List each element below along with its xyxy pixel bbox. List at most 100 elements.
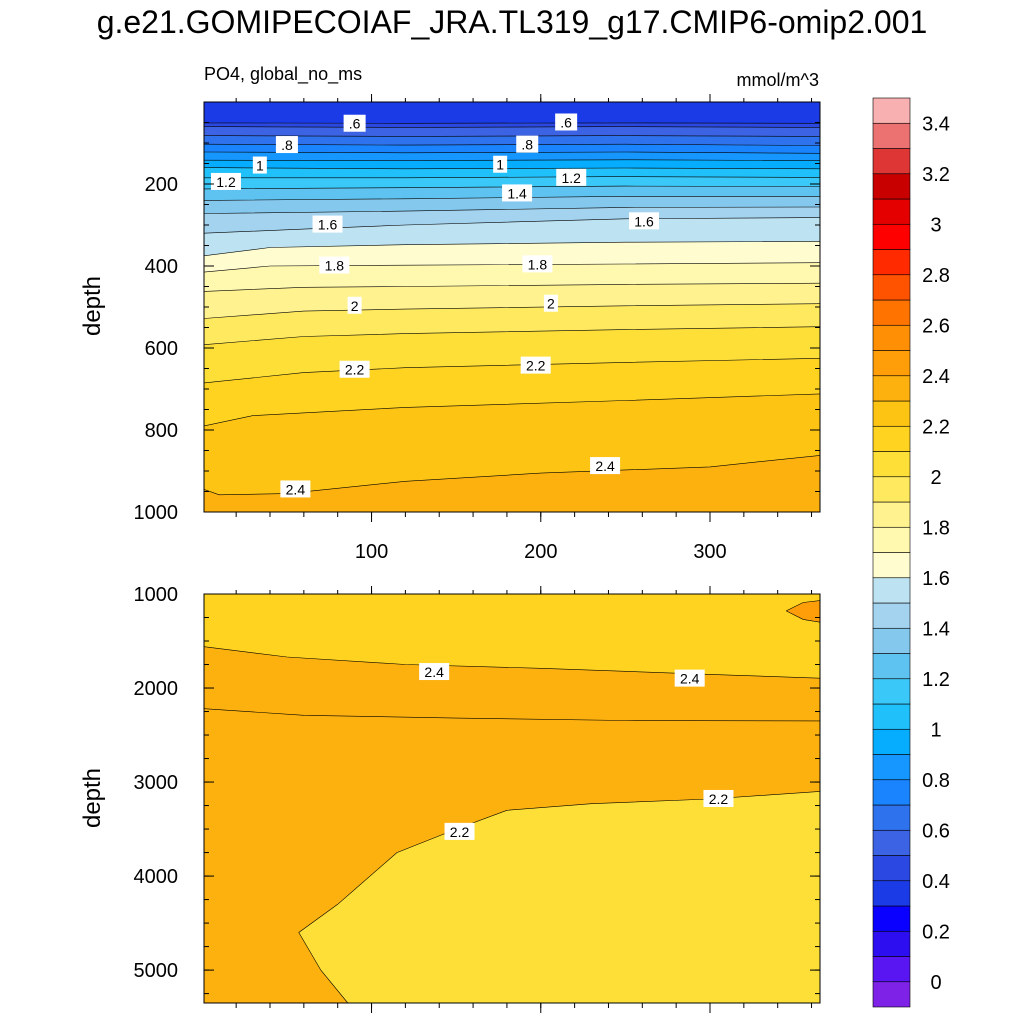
contour-label: 1: [493, 155, 508, 173]
contour-line: [786, 600, 820, 623]
upper-y-axis-label: depth: [79, 276, 106, 336]
contour-band: [204, 241, 820, 273]
contour-band: [204, 262, 820, 292]
svg-text:2.4: 2.4: [595, 458, 615, 474]
colorbar-swatch: [872, 148, 911, 175]
colorbar-swatch: [872, 627, 911, 654]
contour-line: [204, 262, 820, 273]
colorbar-swatch: [872, 956, 911, 983]
contour-label: .6: [555, 113, 578, 131]
colorbar-swatch: [872, 501, 911, 528]
svg-text:2.4: 2.4: [424, 664, 444, 680]
colorbar-swatch: [872, 198, 911, 225]
contour-line: [204, 358, 820, 384]
contour-label: 1.8: [522, 255, 553, 273]
svg-text:2.2: 2.2: [345, 362, 365, 378]
svg-text:1.6: 1.6: [318, 217, 338, 233]
contour-band: [204, 196, 820, 214]
contour-line: [204, 241, 820, 257]
contour-band: [204, 102, 820, 124]
lower-contour-labels: 2.4 2.4 2.2 2.2: [419, 663, 734, 840]
contour-label: 1.2: [556, 168, 587, 186]
figure-title: g.e21.GOMIPECOIAF_JRA.TL319_g17.CMIP6-om…: [96, 4, 928, 40]
colorbar-swatch: [872, 905, 911, 932]
contour-line: [204, 143, 820, 146]
colorbar-tick-label: 3: [930, 214, 941, 236]
contour-label: 2.2: [520, 356, 551, 374]
contour-label: 2.4: [590, 457, 621, 475]
contour-label: 2.4: [419, 663, 450, 681]
contour-line: [204, 206, 820, 214]
colorbar-tick-label: 1.8: [922, 517, 950, 539]
contour-label: 2.2: [703, 789, 734, 807]
upper-panel: .6 .6 .8 .8 1 1 1.2 1.2 1.4 1.6 1.6 1.8 1.8 2 2 2.2 2.2 2…: [79, 64, 821, 563]
y-tick-label: 2000: [134, 678, 179, 700]
colorbar-tick-label: 3.2: [922, 164, 950, 186]
svg-text:1.2: 1.2: [561, 170, 581, 186]
svg-text:1.4: 1.4: [507, 185, 527, 201]
svg-text:2: 2: [351, 298, 359, 314]
svg-text:1.8: 1.8: [528, 256, 548, 272]
lower-axes: 1000 2000 3000 4000 5000: [134, 584, 820, 1013]
colorbar-swatch: [872, 804, 911, 831]
svg-text:1: 1: [496, 157, 504, 173]
contour-band: [204, 176, 820, 189]
svg-text:1.2: 1.2: [216, 174, 236, 190]
colorbar-swatch: [872, 880, 911, 907]
colorbar-tick-label: 0.2: [922, 921, 950, 943]
contour-label: 2: [543, 294, 558, 312]
y-tick-label: 800: [145, 420, 178, 442]
contour-label: 1.6: [629, 212, 659, 230]
svg-text:1.8: 1.8: [325, 258, 345, 274]
svg-text:1: 1: [256, 158, 264, 174]
colorbar-swatch: [872, 552, 911, 579]
contour-label: 1.6: [312, 215, 343, 233]
contour-line: [204, 159, 820, 161]
svg-text:.8: .8: [521, 137, 533, 153]
lower-y-axis-label: depth: [79, 768, 106, 828]
colorbar-swatch: [872, 855, 911, 882]
colorbar-tick-label: 0.4: [922, 871, 950, 893]
upper-contour-lines: [204, 122, 820, 496]
y-tick-label: 600: [145, 338, 178, 360]
colorbar-swatch: [872, 299, 911, 326]
contour-line: [204, 646, 820, 679]
lower-contour-fills: [204, 594, 820, 1003]
contour-pocket: [298, 791, 820, 1003]
contour-line: [204, 303, 820, 319]
contour-band: [204, 167, 820, 178]
svg-text:1.6: 1.6: [634, 213, 654, 229]
colorbar-swatch: [872, 223, 911, 250]
colorbar-tick-label: 0.8: [922, 770, 950, 792]
lower-plot-frame: [203, 593, 821, 1004]
y-tick-label: 200: [145, 174, 178, 196]
contour-line: [204, 151, 820, 154]
colorbar-swatch: [872, 577, 911, 604]
contour-band: [204, 393, 820, 495]
units-label: mmol/m^3: [737, 70, 819, 90]
colorbar-swatch: [872, 754, 911, 781]
contour-band: [204, 135, 820, 146]
contour-band: [204, 303, 820, 345]
contour-line: [204, 455, 820, 496]
colorbar-swatch: [872, 779, 911, 806]
svg-text:.8: .8: [281, 137, 293, 153]
x-tick-label: 200: [524, 541, 557, 563]
contour-line: [298, 791, 820, 1003]
contour-line: [204, 326, 820, 345]
contour-label: 1.2: [211, 172, 241, 190]
colorbar-swatch: [872, 451, 911, 478]
contour-band: [204, 126, 820, 137]
svg-text:2.4: 2.4: [286, 481, 306, 497]
colorbar-tick-label: 1.6: [922, 568, 950, 590]
x-tick-label: 100: [355, 541, 388, 563]
contour-line: [204, 167, 820, 170]
contour-label: 1.8: [319, 256, 350, 274]
colorbar-swatch: [872, 981, 911, 1008]
upper-axes: 200 400 600 800 1000 100 200 300: [134, 94, 820, 563]
lower-contour-lines: [204, 600, 820, 1003]
contour-line: [204, 126, 820, 128]
colorbar-swatch: [872, 728, 911, 755]
contour-label: .8: [516, 135, 539, 153]
contour-label: .6: [343, 114, 366, 132]
